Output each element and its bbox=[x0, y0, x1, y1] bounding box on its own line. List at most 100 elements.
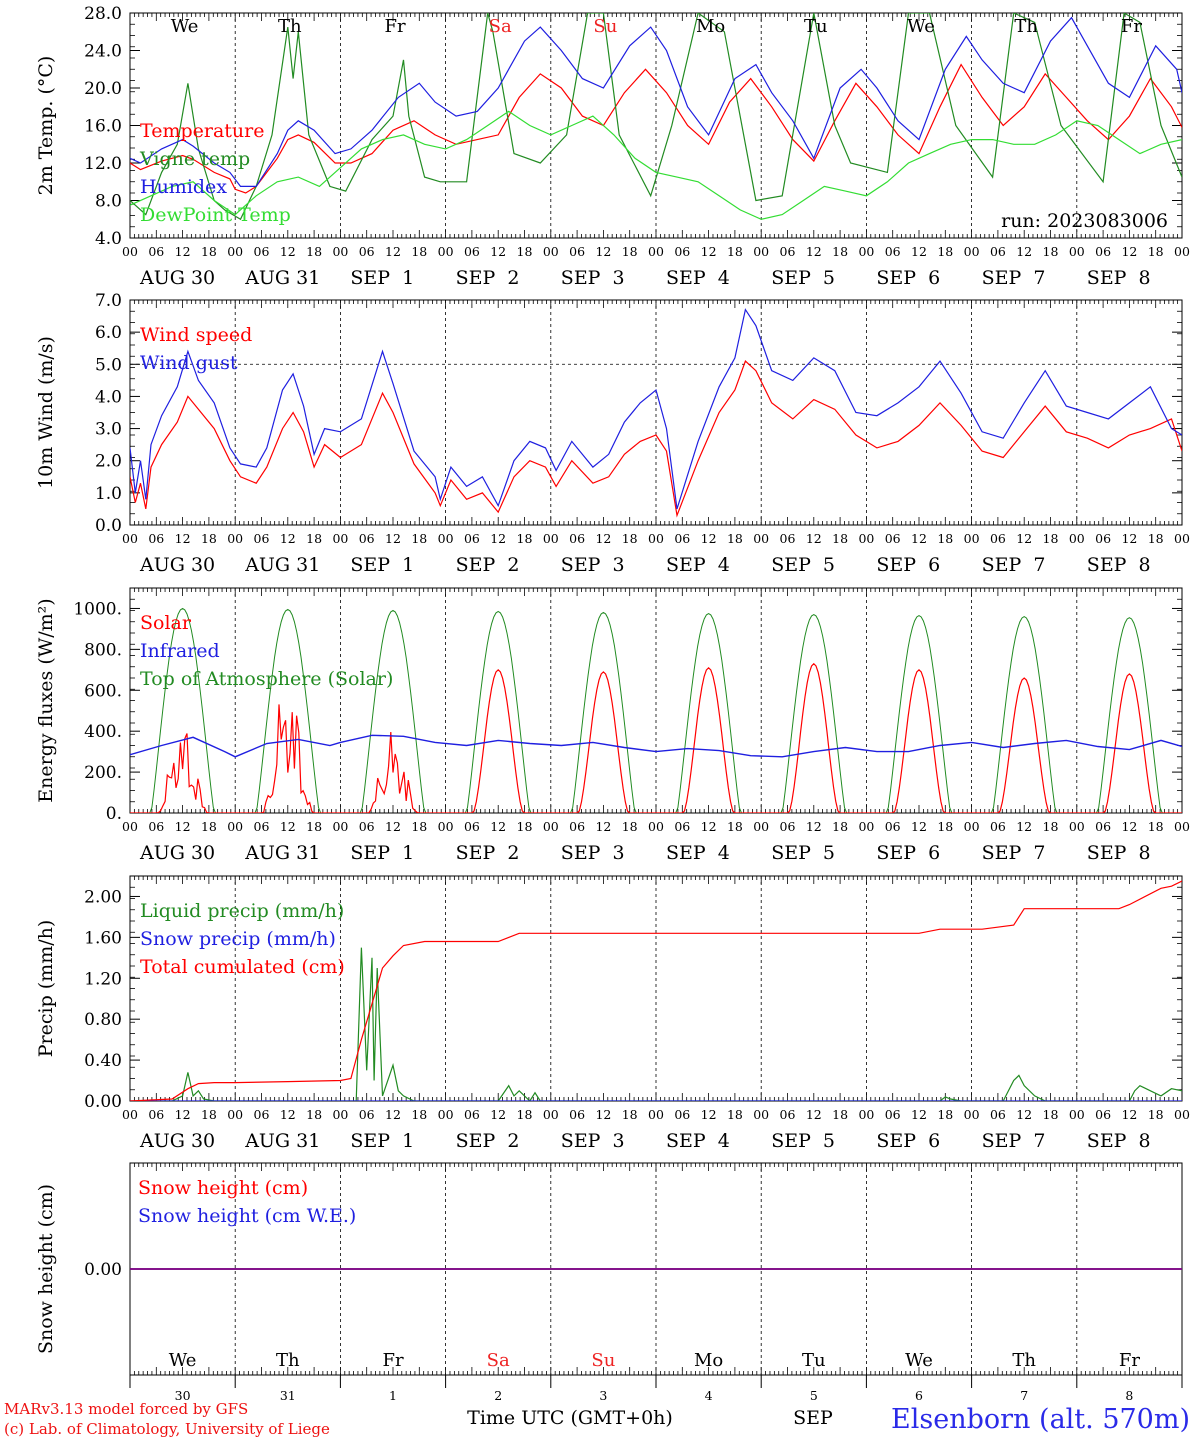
hour-tick-label: 06 bbox=[359, 1107, 375, 1122]
hour-tick-label: 00 bbox=[227, 1107, 243, 1122]
hour-tick-label: 06 bbox=[885, 244, 901, 259]
hour-tick-label: 12 bbox=[175, 244, 191, 259]
hour-tick-label: 18 bbox=[201, 819, 217, 834]
hour-tick-label: 06 bbox=[464, 531, 480, 546]
hour-tick-label: 06 bbox=[254, 1107, 270, 1122]
hour-tick-label: 06 bbox=[885, 531, 901, 546]
hour-tick-label: 00 bbox=[1174, 1107, 1190, 1122]
hour-tick-label: 12 bbox=[806, 1107, 822, 1122]
legend-entry: Vigne temp bbox=[139, 148, 250, 170]
date-label: SEP 6 bbox=[876, 267, 940, 289]
date-label: SEP 4 bbox=[666, 1130, 730, 1152]
hour-tick-label: 06 bbox=[359, 244, 375, 259]
hour-tick-label: 12 bbox=[1016, 819, 1032, 834]
weekday-label: Th bbox=[1014, 16, 1038, 37]
month-label: SEP bbox=[793, 1407, 833, 1429]
hour-tick-label: 06 bbox=[148, 819, 164, 834]
date-label: SEP 7 bbox=[982, 267, 1046, 289]
series-line-humidex bbox=[130, 16, 1182, 187]
weekday-label: Mo bbox=[696, 16, 725, 37]
hour-tick-label: 00 bbox=[964, 819, 980, 834]
hour-tick-label: 18 bbox=[306, 819, 322, 834]
hour-tick-label: 18 bbox=[1148, 1107, 1164, 1122]
weekday-label: Su bbox=[593, 16, 617, 37]
hour-tick-label: 06 bbox=[569, 244, 585, 259]
hour-tick-label: 18 bbox=[411, 244, 427, 259]
hour-tick-label: 00 bbox=[438, 819, 454, 834]
hour-tick-label: 18 bbox=[306, 531, 322, 546]
hour-tick-label: 06 bbox=[885, 819, 901, 834]
y-tick-label: 4.0 bbox=[95, 387, 122, 407]
hour-tick-label: 18 bbox=[622, 244, 638, 259]
plot-frame bbox=[129, 299, 1183, 526]
hour-tick-label: 00 bbox=[332, 531, 348, 546]
hour-tick-label: 12 bbox=[595, 244, 611, 259]
hour-tick-label: 00 bbox=[1174, 244, 1190, 259]
date-label: SEP 3 bbox=[561, 554, 625, 576]
day-number-label: 4 bbox=[705, 1388, 713, 1403]
date-label: SEP 4 bbox=[666, 267, 730, 289]
hour-tick-label: 12 bbox=[385, 819, 401, 834]
model-credit: MARv3.13 model forced by GFS bbox=[4, 1400, 248, 1418]
hour-tick-label: 18 bbox=[622, 1107, 638, 1122]
weekday-label: Tu bbox=[802, 1350, 826, 1371]
hour-tick-label: 18 bbox=[1043, 1107, 1059, 1122]
weekday-label: Fr bbox=[384, 16, 405, 37]
y-tick-label: 0.00 bbox=[84, 1092, 122, 1112]
weekday-label: We bbox=[905, 1350, 933, 1371]
hour-tick-label: 12 bbox=[911, 244, 927, 259]
date-label: SEP 6 bbox=[876, 1130, 940, 1152]
hour-tick-label: 00 bbox=[332, 819, 348, 834]
date-label: SEP 8 bbox=[1087, 1130, 1151, 1152]
day-number-label: 1 bbox=[389, 1388, 397, 1403]
legend-entry: Snow height (cm) bbox=[138, 1177, 308, 1199]
weekday-label: Fr bbox=[382, 1350, 403, 1371]
weekday-label: Sa bbox=[487, 1350, 510, 1371]
date-label: SEP 1 bbox=[350, 842, 414, 864]
y-tick-label: 1.0 bbox=[95, 484, 122, 504]
date-label: SEP 3 bbox=[561, 267, 625, 289]
hour-tick-label: 06 bbox=[885, 1107, 901, 1122]
legend-entry: Liquid precip (mm/h) bbox=[140, 900, 344, 922]
date-label: AUG 31 bbox=[244, 842, 320, 864]
hour-tick-label: 00 bbox=[543, 819, 559, 834]
hour-tick-label: 00 bbox=[648, 1107, 664, 1122]
hour-tick-label: 18 bbox=[727, 531, 743, 546]
hour-tick-label: 18 bbox=[1148, 531, 1164, 546]
day-number-label: 2 bbox=[494, 1388, 502, 1403]
hour-tick-label: 12 bbox=[175, 819, 191, 834]
hour-tick-label: 06 bbox=[780, 819, 796, 834]
weekday-label: We bbox=[169, 1350, 197, 1371]
series-line-infrared bbox=[130, 734, 1182, 758]
hour-tick-label: 00 bbox=[543, 1107, 559, 1122]
y-tick-label: 600. bbox=[84, 681, 122, 701]
date-label: SEP 7 bbox=[982, 1130, 1046, 1152]
hour-tick-label: 18 bbox=[411, 531, 427, 546]
panel-2m-temp-c: 4.0 8.0 12.0 16.0 20.0 24.0 28.0 2m Temp. (°C) T… bbox=[35, 4, 1190, 289]
weekday-label: Su bbox=[591, 1350, 615, 1371]
hour-tick-label: 06 bbox=[254, 819, 270, 834]
y-tick-label: 6.0 bbox=[95, 323, 122, 343]
hour-tick-label: 18 bbox=[411, 1107, 427, 1122]
hour-tick-label: 12 bbox=[595, 531, 611, 546]
date-label: AUG 30 bbox=[139, 267, 215, 289]
date-label: SEP 5 bbox=[771, 554, 835, 576]
date-label: AUG 30 bbox=[139, 842, 215, 864]
date-label: SEP 4 bbox=[666, 842, 730, 864]
hour-tick-label: 18 bbox=[727, 819, 743, 834]
hour-tick-label: 12 bbox=[280, 531, 296, 546]
series-line-dewpoint-temp bbox=[130, 110, 1182, 220]
hour-tick-label: 00 bbox=[964, 1107, 980, 1122]
weekday-label: Fr bbox=[1121, 16, 1142, 37]
hour-tick-label: 00 bbox=[858, 1107, 874, 1122]
hour-tick-label: 06 bbox=[990, 531, 1006, 546]
date-label: AUG 31 bbox=[244, 267, 320, 289]
hour-tick-label: 12 bbox=[1121, 1107, 1137, 1122]
date-label: SEP 8 bbox=[1087, 267, 1151, 289]
hour-tick-label: 06 bbox=[780, 1107, 796, 1122]
hour-tick-label: 18 bbox=[832, 531, 848, 546]
hour-tick-label: 18 bbox=[937, 819, 953, 834]
hour-tick-label: 18 bbox=[1043, 819, 1059, 834]
hour-tick-label: 12 bbox=[175, 531, 191, 546]
hour-tick-label: 12 bbox=[806, 819, 822, 834]
